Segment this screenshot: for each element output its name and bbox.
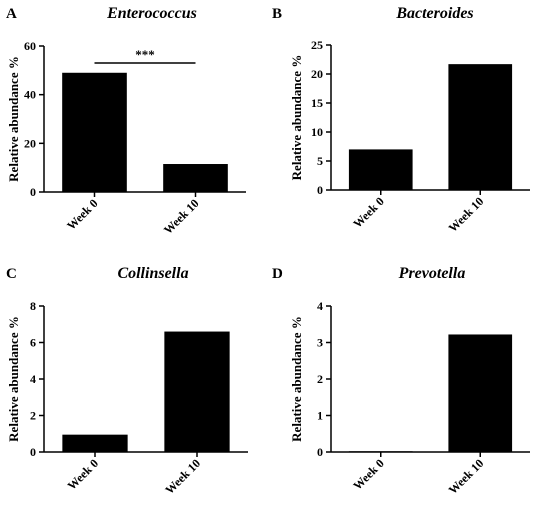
y-tick-label: 1 [317, 409, 323, 423]
panel-d: D Prevotella Relative abundance % 0 1 2 3 4 Week… [272, 265, 530, 497]
y-tick-label: 0 [30, 445, 36, 459]
panel-title: Prevotella [398, 265, 466, 282]
y-tick-label: 20 [311, 67, 323, 81]
y-tick-label: 4 [30, 372, 36, 386]
x-tick-label: Week 10 [446, 194, 487, 235]
x-tick-label: Week 10 [162, 456, 203, 497]
y-tick-label: 6 [30, 336, 36, 350]
y-tick-label: 5 [317, 154, 323, 168]
y-tick-label: 4 [317, 299, 323, 313]
y-axis-label: Relative abundance % [289, 55, 304, 181]
y-tick-label: 0 [317, 183, 323, 197]
bar-week-0 [348, 149, 413, 190]
x-tick-label: Week 10 [446, 456, 487, 497]
bar-week-0 [348, 451, 413, 453]
y-tick-label: 60 [24, 39, 36, 53]
bar-week-10 [163, 164, 228, 192]
y-axis-label: Relative abundance % [6, 56, 21, 182]
y-tick-label: 10 [311, 125, 323, 139]
panel-title: Enterococcus [106, 5, 197, 22]
panel-b: B Bacteroides Relative abundance % 0 5 10 15 20… [272, 5, 530, 235]
y-tick-label: 25 [311, 38, 323, 52]
significance-label: *** [135, 47, 155, 62]
panel-letter: A [6, 6, 17, 22]
y-tick-label: 2 [30, 409, 36, 423]
y-tick-label: 15 [311, 96, 323, 110]
bar-week-10 [448, 64, 513, 190]
panel-letter: B [272, 6, 282, 22]
y-tick-label: 0 [317, 445, 323, 459]
y-axis-label: Relative abundance % [6, 316, 21, 442]
panel-title: Collinsella [117, 265, 188, 282]
y-tick-label: 40 [24, 88, 36, 102]
x-tick-label: Week 0 [64, 196, 101, 233]
y-axis-label: Relative abundance % [289, 316, 304, 442]
y-tick-label: 0 [30, 185, 36, 199]
x-tick-label: Week 0 [65, 456, 102, 493]
bar-week-0 [62, 434, 128, 452]
panel-letter: D [272, 266, 283, 282]
panel-c: C Collinsella Relative abundance % 0 2 4 6 8 Wee… [6, 265, 248, 497]
bar-week-10 [164, 331, 230, 452]
bar-week-10 [448, 334, 513, 452]
panel-a: A Enterococcus Relative abundance % 0 20 40 60… [6, 5, 246, 237]
y-tick-label: 2 [317, 372, 323, 386]
y-tick-label: 8 [30, 299, 36, 313]
x-tick-label: Week 0 [350, 194, 387, 231]
x-tick-label: Week 0 [350, 456, 387, 493]
panel-title: Bacteroides [395, 5, 473, 22]
x-tick-label: Week 10 [161, 196, 202, 237]
panel-letter: C [6, 266, 17, 282]
bar-week-0 [62, 72, 127, 192]
y-tick-label: 3 [317, 336, 323, 350]
y-tick-label: 20 [24, 136, 36, 150]
